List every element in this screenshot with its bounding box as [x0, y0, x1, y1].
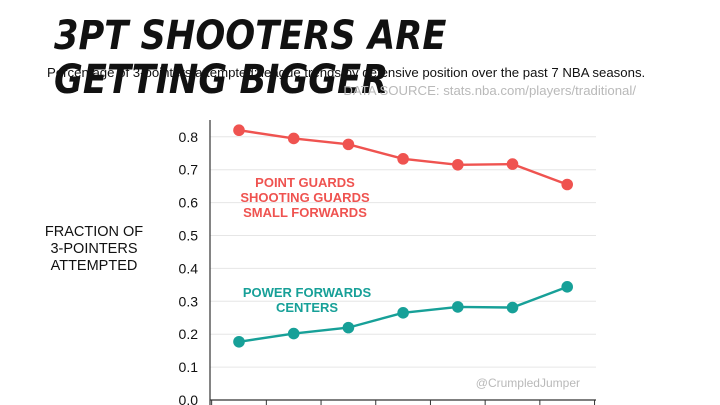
axes: 0.0 0.1 0.2 0.3 0.4 0.5 0.6 0.7 0.8	[179, 120, 596, 405]
chart-title: 3PT SHOOTERS ARE GETTING BIGGER	[54, 13, 447, 103]
y-tick-label: 0.7	[179, 162, 199, 178]
y-tick-label: 0.5	[179, 228, 199, 244]
data-point-0	[452, 158, 464, 171]
series-label-0: POINT GUARDS SHOOTING GUARDS SMALL FORWARD…	[240, 175, 370, 220]
data-point-1	[561, 281, 573, 293]
y-tick-label: 0.8	[179, 129, 199, 145]
data-point-1	[287, 327, 300, 340]
data-point-1	[452, 301, 464, 313]
y-tick-label: 0.2	[179, 326, 199, 342]
data-point-0	[287, 132, 300, 145]
data-point-1	[233, 335, 245, 348]
data-point-0	[342, 138, 355, 151]
data-point-1	[506, 301, 519, 314]
data-point-1	[397, 307, 409, 319]
credit-watermark: @CrumpledJumper	[476, 376, 580, 390]
y-tick-label: 0.3	[179, 293, 199, 309]
y-tick-label: 0.0	[179, 392, 199, 405]
data-point-0	[506, 158, 519, 170]
data-point-0	[233, 124, 245, 137]
y-tick-label: 0.1	[179, 359, 199, 375]
series	[233, 124, 573, 348]
y-axis-label: FRACTION OF 3-POINTERS ATTEMPTED	[44, 224, 144, 274]
series-labels: POINT GUARDS SHOOTING GUARDS SMALL FORWARD…	[240, 175, 371, 315]
data-source: DATA SOURCE: stats.nba.com/players/tradi…	[343, 83, 636, 98]
chart-subtitle: Percentage of 3-pointers attempted; leag…	[47, 65, 646, 80]
data-point-0	[561, 178, 573, 191]
data-point-0	[397, 153, 409, 165]
y-tick-label: 0.6	[179, 195, 199, 211]
series-label-1: POWER FORWARDS CENTERS	[243, 285, 372, 315]
y-tick-label: 0.4	[179, 260, 199, 276]
data-point-1	[342, 321, 355, 334]
